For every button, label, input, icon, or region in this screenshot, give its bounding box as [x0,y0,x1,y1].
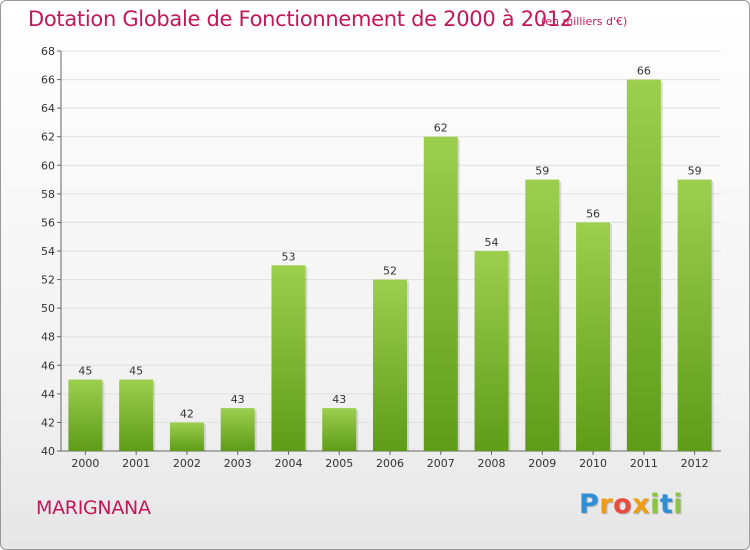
x-tick-label: 2009 [528,457,556,470]
bar [576,222,611,451]
bar [677,179,712,452]
value-label: 54 [485,236,499,249]
logo-letter: x [632,489,651,520]
chart-unit-note: (en milliers d'€) [541,15,628,28]
proxiti-logo[interactable]: Proxiti [579,489,683,520]
y-tick-label: 50 [41,302,55,315]
bar [626,79,661,452]
y-tick-label: 52 [41,274,55,287]
x-tick-label: 2002 [173,457,201,470]
value-label: 59 [535,165,549,178]
bar [119,379,154,451]
x-tick-label: 2003 [224,457,252,470]
y-tick-label: 42 [41,416,55,429]
x-tick-label: 2001 [122,457,150,470]
y-tick-label: 58 [41,188,55,201]
value-label: 45 [129,365,143,378]
value-label: 45 [78,365,92,378]
logo-letter: i [673,489,684,520]
y-tick-label: 62 [41,131,55,144]
value-label: 56 [586,207,600,220]
y-tick-label: 44 [41,388,55,401]
x-tick-label: 2012 [681,457,709,470]
bar [322,408,357,451]
y-tick-label: 56 [41,216,55,229]
x-tick-label: 2004 [274,457,302,470]
bars [68,79,714,452]
value-labels: 45 45 42 43 53 43 52 62 54 59 56 66 59 [78,65,701,421]
logo-letter: P [579,489,600,520]
y-tick-label: 60 [41,159,55,172]
bar [169,422,204,451]
value-label: 59 [688,165,702,178]
value-label: 43 [231,393,245,406]
x-tick-label: 2006 [376,457,404,470]
y-tick-label: 66 [41,74,55,87]
y-tick-label: 54 [41,245,55,258]
logo-letter: t [659,489,674,520]
bar [373,279,407,451]
bar [68,379,103,451]
y-tick-label: 40 [41,445,55,458]
logo-letter: r [599,489,614,520]
chart-title: Dotation Globale de Fonctionnement de 20… [28,7,573,31]
y-tick-label: 68 [41,45,55,58]
x-tick-label: 2008 [478,457,506,470]
y-tick-label: 64 [41,102,55,115]
commune-name: MARIGNANA [36,497,151,519]
value-label: 43 [332,393,346,406]
y-tick-label: 48 [41,331,55,344]
y-tick-label: 46 [41,359,55,372]
x-tick-label: 2000 [71,457,99,470]
value-label: 42 [180,407,194,420]
logo-letter: i [650,489,660,520]
x-tick-label: 2005 [325,457,353,470]
bar [423,136,458,451]
value-label: 62 [434,122,448,135]
bar [271,265,306,451]
x-tick-label: 2011 [630,457,658,470]
value-label: 53 [281,250,295,263]
x-tick-label: 2010 [579,457,607,470]
bar [474,251,509,451]
logo-letter: o [613,489,633,520]
value-label: 66 [637,65,651,78]
bar [220,408,255,451]
x-tick-label: 2007 [427,457,455,470]
value-label: 52 [383,265,397,278]
bar [525,179,560,452]
